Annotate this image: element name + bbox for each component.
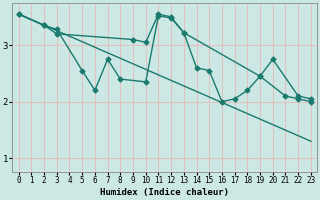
X-axis label: Humidex (Indice chaleur): Humidex (Indice chaleur) — [100, 188, 229, 197]
